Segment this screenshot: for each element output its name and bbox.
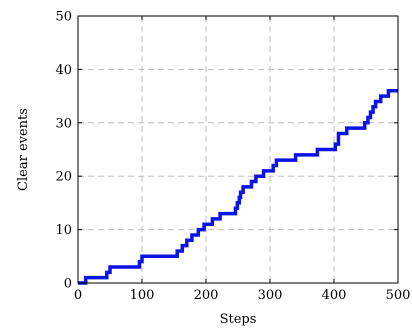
x-axis-label: Steps xyxy=(220,312,257,327)
y-tick-label-4: 40 xyxy=(55,63,72,78)
x-tick-label-2: 200 xyxy=(194,288,219,303)
grid-layer xyxy=(78,16,398,283)
series-line xyxy=(78,89,398,285)
x-tick-label-4: 400 xyxy=(322,288,347,303)
y-axis-label: Clear events xyxy=(16,108,31,191)
y-tick-label-1: 10 xyxy=(55,223,72,238)
y-tick-label-3: 30 xyxy=(55,116,72,131)
x-tick-label-0: 0 xyxy=(74,288,82,303)
y-tick-label-2: 20 xyxy=(55,170,72,185)
y-tick-label-0: 0 xyxy=(64,277,72,292)
plot-frame xyxy=(77,15,399,284)
x-tick-label-3: 300 xyxy=(258,288,283,303)
x-tick-label-5: 500 xyxy=(386,288,411,303)
tick-layer: 0 100 200 300 400 500 0 10 20 30 40 50 xyxy=(55,10,410,304)
y-tick-label-5: 50 xyxy=(55,10,72,25)
x-tick-label-1: 100 xyxy=(130,288,155,303)
